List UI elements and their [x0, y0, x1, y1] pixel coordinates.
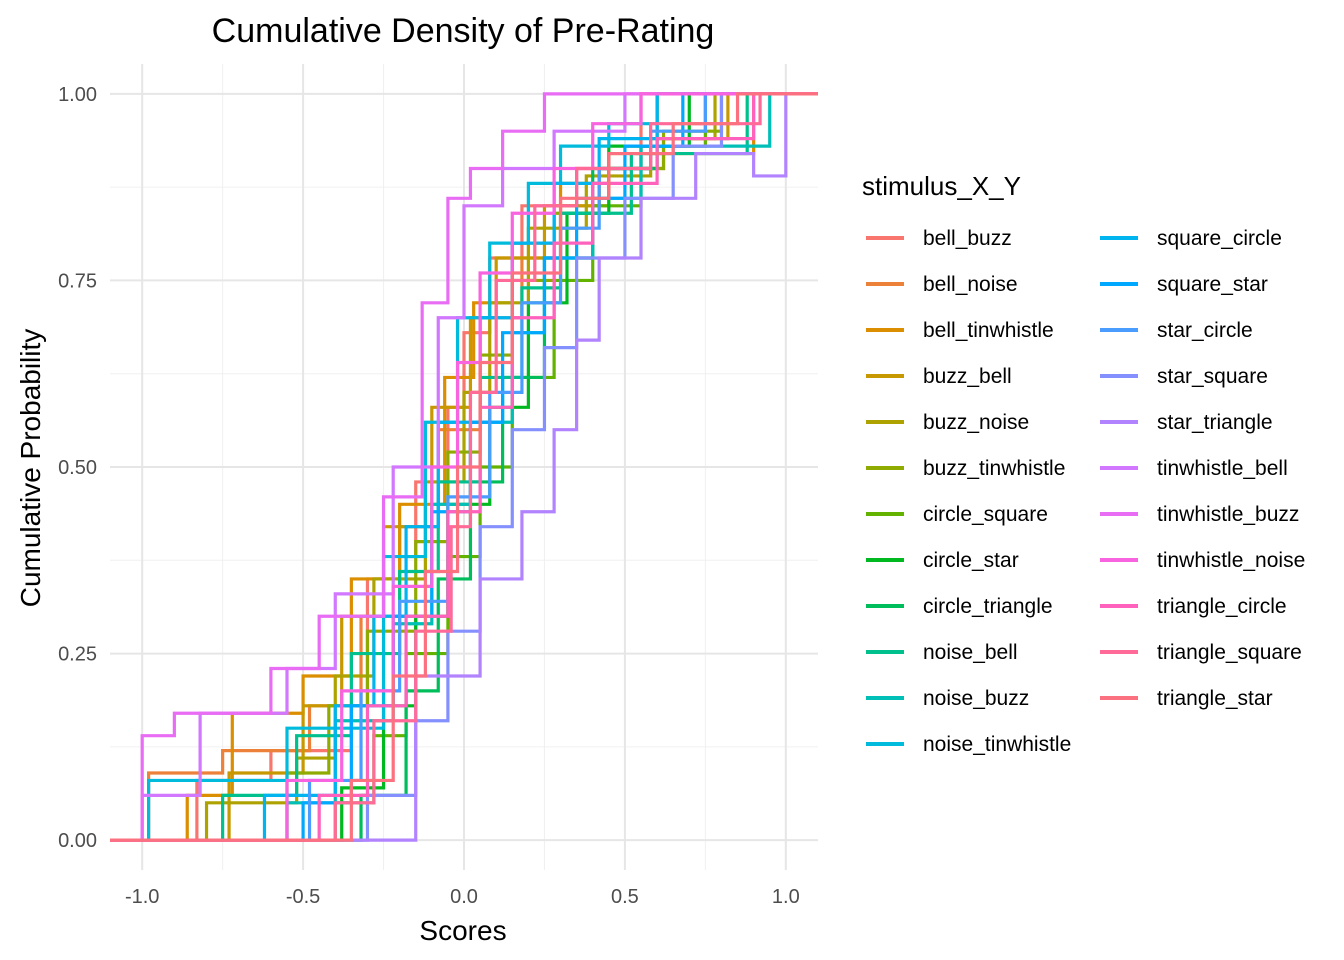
legend-label-buzz_tinwhistle: buzz_tinwhistle: [923, 457, 1065, 480]
y-tick-label: 0.00: [58, 830, 97, 852]
x-axis-title: Scores: [419, 915, 506, 946]
x-tick-label: 0.5: [611, 886, 639, 908]
x-tick-label: 0.0: [450, 886, 478, 908]
series-line-tinwhistle_bell: [110, 92, 818, 842]
legend-label-noise_buzz: noise_buzz: [923, 687, 1029, 710]
legend-label-star_circle: star_circle: [1157, 319, 1253, 342]
x-tick-label: 1.0: [772, 886, 800, 908]
series-line-triangle_star: [110, 92, 818, 842]
legend-label-circle_square: circle_square: [923, 503, 1048, 526]
chart-title: Cumulative Density of Pre-Rating: [212, 12, 715, 50]
series-line-noise_tinwhistle: [110, 92, 818, 842]
series-line-star_triangle: [110, 92, 818, 842]
legend-label-star_square: star_square: [1157, 365, 1268, 388]
legend-label-star_triangle: star_triangle: [1157, 411, 1273, 434]
legend-label-triangle_circle: triangle_circle: [1157, 595, 1287, 618]
legend-label-noise_bell: noise_bell: [923, 641, 1018, 664]
series-line-triangle_circle: [110, 92, 818, 842]
x-tick-label: -1.0: [125, 886, 159, 908]
legend-label-noise_tinwhistle: noise_tinwhistle: [923, 733, 1071, 756]
legend-label-circle_triangle: circle_triangle: [923, 595, 1053, 618]
series-line-tinwhistle_buzz: [110, 92, 818, 842]
series-line-square_star: [110, 92, 818, 842]
legend-label-tinwhistle_noise: tinwhistle_noise: [1157, 549, 1305, 572]
series-line-tinwhistle_noise: [110, 92, 818, 842]
x-tick-label: -0.5: [286, 886, 320, 908]
legend-label-buzz_noise: buzz_noise: [923, 411, 1029, 434]
y-tick-labels: 0.00 0.25 0.50 0.75 1.00: [58, 84, 97, 852]
y-tick-label: 0.50: [58, 457, 97, 479]
series-lines: [110, 92, 818, 842]
y-tick-label: 1.00: [58, 84, 97, 106]
legend-label-bell_tinwhistle: bell_tinwhistle: [923, 319, 1054, 342]
legend-label-tinwhistle_bell: tinwhistle_bell: [1157, 457, 1288, 480]
y-tick-label: 0.25: [58, 644, 97, 666]
series-line-square_circle: [110, 92, 818, 842]
legend-label-bell_buzz: bell_buzz: [923, 227, 1012, 250]
legend-label-buzz_bell: buzz_bell: [923, 365, 1012, 388]
series-line-triangle_square: [110, 92, 818, 842]
legend: stimulus_X_Y bell_buzz bell_noise bell_tin…: [862, 171, 1305, 756]
legend-label-square_circle: square_circle: [1157, 227, 1282, 250]
x-tick-labels: -1.0 -0.5 0.0 0.5 1.0: [125, 886, 800, 908]
legend-label-square_star: square_star: [1157, 273, 1268, 296]
legend-label-tinwhistle_buzz: tinwhistle_buzz: [1157, 503, 1299, 526]
legend-label-triangle_square: triangle_square: [1157, 641, 1302, 664]
legend-label-triangle_star: triangle_star: [1157, 687, 1273, 710]
legend-label-bell_noise: bell_noise: [923, 273, 1018, 296]
y-tick-label: 0.75: [58, 270, 97, 292]
legend-label-circle_star: circle_star: [923, 549, 1019, 572]
y-axis-title: Cumulative Probability: [15, 329, 46, 608]
legend-title: stimulus_X_Y: [862, 171, 1021, 201]
